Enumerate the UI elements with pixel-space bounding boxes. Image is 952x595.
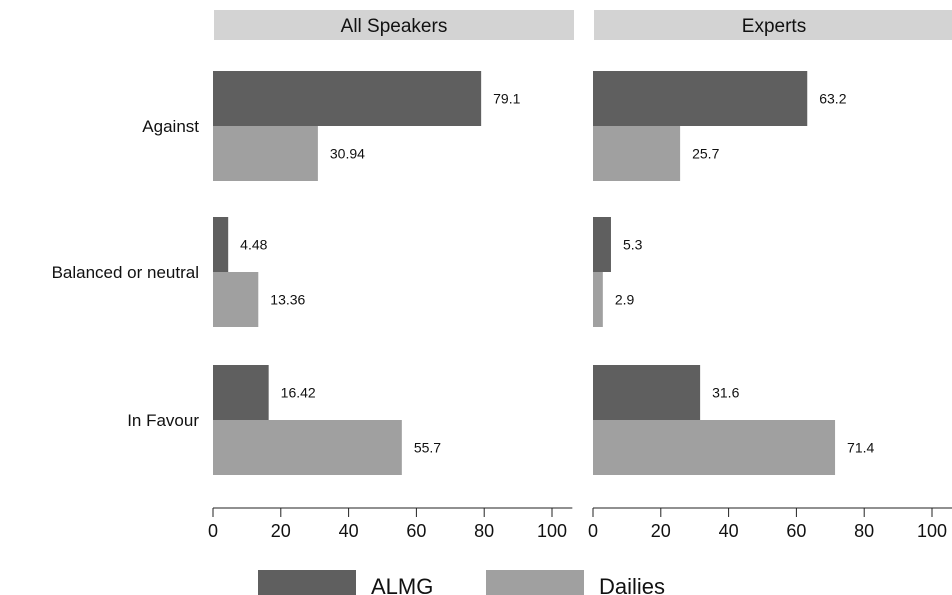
legend-swatch-almg: [258, 570, 356, 595]
data-label: 79.1: [493, 91, 520, 107]
x-tick-label: 100: [537, 521, 567, 541]
bar-dailies: [593, 272, 603, 327]
bar-almg: [593, 71, 808, 126]
x-tick-label: 20: [271, 521, 291, 541]
legend-swatch-dailies: [486, 570, 584, 595]
x-tick-label: 80: [854, 521, 874, 541]
x-tick-label: 0: [588, 521, 598, 541]
bar-almg: [593, 217, 611, 272]
x-tick-label: 20: [651, 521, 671, 541]
data-label: 16.42: [281, 385, 316, 401]
x-tick-label: 80: [474, 521, 494, 541]
legend-label: ALMG: [371, 574, 433, 595]
bar-dailies: [213, 420, 402, 475]
data-label: 71.4: [847, 440, 874, 456]
x-tick-label: 40: [339, 521, 359, 541]
bar-almg: [593, 365, 701, 420]
bar-almg: [213, 365, 269, 420]
data-label: 63.2: [819, 91, 846, 107]
data-label: 30.94: [330, 146, 365, 162]
bar-dailies: [593, 126, 681, 181]
data-label: 31.6: [712, 385, 739, 401]
x-tick-label: 60: [786, 521, 806, 541]
x-tick-label: 100: [917, 521, 947, 541]
category-label: Balanced or neutral: [52, 263, 199, 282]
legend-label: Dailies: [599, 574, 665, 595]
x-tick-label: 40: [719, 521, 739, 541]
panel-title: All Speakers: [341, 16, 448, 37]
bar-almg: [213, 71, 482, 126]
bar-almg: [213, 217, 229, 272]
bar-dailies: [593, 420, 836, 475]
panel-strip: [214, 10, 574, 40]
x-tick-label: 0: [208, 521, 218, 541]
data-label: 25.7: [692, 146, 719, 162]
data-label: 5.3: [623, 237, 643, 253]
panel-title: Experts: [742, 16, 806, 37]
bar-dailies: [213, 126, 318, 181]
panel-strip: [594, 10, 952, 40]
category-label: In Favour: [127, 411, 199, 430]
data-label: 55.7: [414, 440, 441, 456]
data-label: 13.36: [270, 292, 305, 308]
category-label: Against: [142, 117, 199, 136]
bar-dailies: [213, 272, 259, 327]
data-label: 2.9: [615, 292, 635, 308]
x-tick-label: 60: [406, 521, 426, 541]
data-label: 4.48: [240, 237, 267, 253]
